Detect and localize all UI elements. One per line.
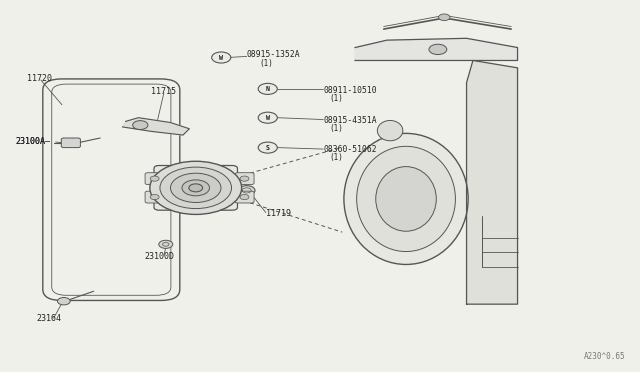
Circle shape [160,167,232,209]
Text: (1): (1) [330,94,344,103]
Circle shape [159,240,173,248]
Ellipse shape [344,134,468,264]
Text: 08911-10510: 08911-10510 [323,86,377,94]
Ellipse shape [378,121,403,141]
Text: 08915-1352A: 08915-1352A [246,51,300,60]
Circle shape [258,83,277,94]
Circle shape [150,161,242,214]
Text: 08360-51062: 08360-51062 [323,145,377,154]
Text: 23100D: 23100D [145,251,175,261]
Circle shape [212,52,231,63]
FancyBboxPatch shape [61,138,81,148]
Circle shape [240,195,249,200]
Text: 23100A: 23100A [15,137,45,146]
Text: N: N [266,86,269,92]
Circle shape [429,44,447,55]
Circle shape [258,112,277,123]
Ellipse shape [356,146,456,251]
Circle shape [258,142,277,153]
Polygon shape [467,61,518,304]
Text: 11720: 11720 [27,74,52,83]
FancyBboxPatch shape [145,173,164,185]
Circle shape [182,180,209,196]
Text: S: S [266,145,269,151]
FancyBboxPatch shape [145,191,164,203]
Text: 11715: 11715 [151,87,176,96]
Text: W: W [220,55,223,61]
Circle shape [150,176,159,181]
Text: A230^0.65: A230^0.65 [584,352,626,361]
Circle shape [189,184,203,192]
Circle shape [239,186,255,195]
Text: (1): (1) [330,153,344,163]
Text: 23164: 23164 [36,314,61,323]
FancyBboxPatch shape [235,191,254,203]
Circle shape [150,195,159,200]
Polygon shape [122,118,189,135]
FancyBboxPatch shape [154,166,237,210]
Circle shape [438,14,450,20]
Text: (1): (1) [259,58,273,68]
FancyBboxPatch shape [235,173,254,185]
Text: 11719: 11719 [266,209,291,218]
Circle shape [58,298,70,305]
Circle shape [132,121,148,129]
Circle shape [240,176,249,181]
Text: 23100A—: 23100A— [15,137,51,146]
Text: 08915-4351A: 08915-4351A [323,116,377,125]
Ellipse shape [376,167,436,231]
Polygon shape [355,38,518,61]
Text: W: W [266,115,269,121]
Text: (1): (1) [330,124,344,133]
Circle shape [170,173,221,202]
